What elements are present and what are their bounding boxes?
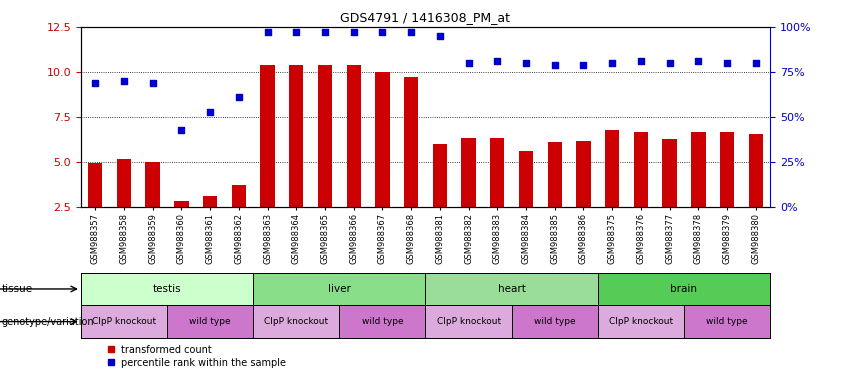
Bar	[167, 305, 254, 338]
Bar	[605, 130, 620, 207]
Bar	[432, 144, 447, 207]
Bar	[146, 162, 160, 207]
Text: wild type: wild type	[362, 317, 403, 326]
Bar	[289, 65, 304, 207]
Point	[490, 58, 504, 64]
Text: liver: liver	[328, 284, 351, 294]
Bar	[576, 141, 591, 207]
Bar	[597, 305, 684, 338]
Point	[146, 80, 159, 86]
Point	[692, 58, 705, 64]
Bar	[597, 273, 770, 305]
Point	[720, 60, 734, 66]
Point	[433, 33, 447, 39]
Point	[605, 60, 619, 66]
Text: wild type: wild type	[189, 317, 231, 326]
Bar	[461, 138, 476, 207]
Bar	[547, 142, 562, 207]
Point	[117, 78, 131, 84]
Bar	[749, 134, 763, 207]
Bar	[81, 305, 167, 338]
Bar	[426, 273, 597, 305]
Bar	[490, 138, 505, 207]
Text: wild type: wild type	[706, 317, 748, 326]
Bar	[254, 273, 426, 305]
Title: GDS4791 / 1416308_PM_at: GDS4791 / 1416308_PM_at	[340, 11, 511, 24]
Bar	[88, 163, 102, 207]
Bar	[691, 132, 705, 207]
Legend: transformed count, percentile rank within the sample: transformed count, percentile rank withi…	[103, 341, 290, 371]
Text: testis: testis	[152, 284, 181, 294]
Point	[663, 60, 677, 66]
Bar	[346, 65, 361, 207]
Bar	[231, 185, 246, 207]
Bar	[203, 196, 217, 207]
Bar	[404, 78, 419, 207]
Point	[577, 62, 591, 68]
Point	[749, 60, 762, 66]
Bar	[340, 305, 426, 338]
Bar	[375, 72, 390, 207]
Text: genotype/variation: genotype/variation	[2, 316, 94, 327]
Point	[634, 58, 648, 64]
Bar	[519, 151, 534, 207]
Bar	[81, 273, 254, 305]
Bar	[254, 305, 340, 338]
Bar	[720, 132, 734, 207]
Bar	[260, 65, 275, 207]
Point	[289, 29, 303, 35]
Point	[89, 80, 102, 86]
Bar	[662, 139, 677, 207]
Bar	[174, 201, 189, 207]
Point	[404, 29, 418, 35]
Point	[548, 62, 562, 68]
Text: ClpP knockout: ClpP knockout	[92, 317, 156, 326]
Point	[318, 29, 332, 35]
Bar	[634, 132, 648, 207]
Bar	[426, 305, 511, 338]
Text: heart: heart	[498, 284, 526, 294]
Point	[260, 29, 274, 35]
Point	[232, 94, 246, 100]
Point	[174, 127, 188, 133]
Bar	[117, 159, 131, 207]
Point	[203, 109, 217, 115]
Bar	[511, 305, 597, 338]
Point	[375, 29, 389, 35]
Text: ClpP knockout: ClpP knockout	[437, 317, 500, 326]
Point	[519, 60, 533, 66]
Text: ClpP knockout: ClpP knockout	[264, 317, 328, 326]
Text: wild type: wild type	[534, 317, 575, 326]
Point	[347, 29, 361, 35]
Text: brain: brain	[671, 284, 698, 294]
Point	[462, 60, 476, 66]
Bar	[317, 65, 332, 207]
Bar	[684, 305, 770, 338]
Text: ClpP knockout: ClpP knockout	[608, 317, 673, 326]
Text: tissue: tissue	[2, 284, 33, 294]
